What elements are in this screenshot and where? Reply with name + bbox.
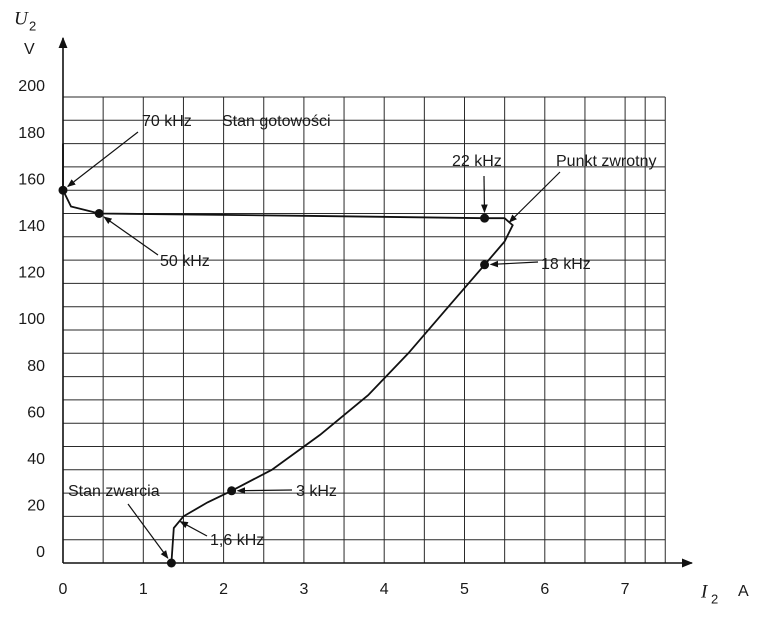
y-tick-label: 120 xyxy=(18,265,45,282)
note: Stan gotowości xyxy=(222,113,331,130)
annotation-label: 70 kHz xyxy=(142,113,192,130)
y-tick-label: 20 xyxy=(27,498,45,515)
x-axis-symbol: I xyxy=(700,581,709,602)
annotation-label: Stan zwarcia xyxy=(68,483,160,500)
y-tick-label: 200 xyxy=(18,78,45,95)
annotation-arrow xyxy=(104,217,158,255)
x-tick-label: 6 xyxy=(540,581,549,598)
annotation-label: 22 kHz xyxy=(452,153,502,170)
y-tick-label: 180 xyxy=(18,125,45,142)
annotation-arrow xyxy=(180,522,207,536)
x-tick-label: 3 xyxy=(299,581,308,598)
annotation-label: 3 kHz xyxy=(296,483,337,500)
annotation-label: 1,6 kHz xyxy=(210,532,264,549)
y-tick-label: 160 xyxy=(18,171,45,188)
x-tick-label: 5 xyxy=(460,581,469,598)
annotation-arrow xyxy=(509,172,560,222)
x-tick-label: 0 xyxy=(59,581,68,598)
y-tick-label: 0 xyxy=(36,544,45,561)
annotation-label: Punkt zwrotny xyxy=(556,153,656,170)
annotation-arrow xyxy=(491,262,538,264)
y-tick-label: 140 xyxy=(18,218,45,235)
y-tick-label: 100 xyxy=(18,311,45,328)
x-tick-label: 4 xyxy=(380,581,389,598)
y-tick-label: 40 xyxy=(27,451,45,468)
y-axis-symbol: U xyxy=(14,8,29,29)
x-tick-label: 7 xyxy=(621,581,630,598)
x-tick-label: 2 xyxy=(219,581,228,598)
y-axis-subscript: 2 xyxy=(29,18,36,33)
y-tick-label: 60 xyxy=(27,404,45,421)
annotation-label: 18 kHz xyxy=(541,256,591,273)
annotation-arrow xyxy=(238,490,292,491)
x-tick-label: 1 xyxy=(139,581,148,598)
annotation-label: 50 kHz xyxy=(160,253,210,270)
y-tick-label: 80 xyxy=(27,358,45,375)
annotation-arrow xyxy=(128,504,168,558)
x-axis-subscript: 2 xyxy=(711,591,718,606)
y-axis-unit: V xyxy=(24,41,35,58)
x-axis-unit: A xyxy=(738,583,749,600)
